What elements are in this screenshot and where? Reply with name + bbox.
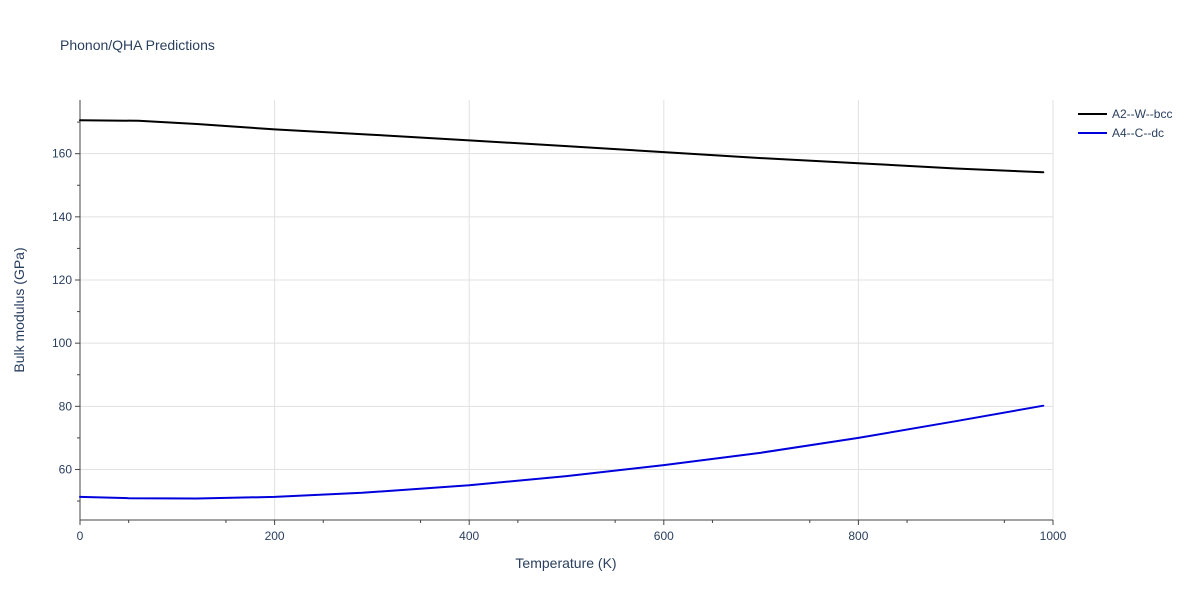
x-tick-label: 800 (848, 529, 868, 543)
y-tick-label: 120 (52, 273, 72, 287)
legend-item-2[interactable]: A4--C--dc (1078, 126, 1164, 140)
x-tick-label: 400 (459, 529, 479, 543)
chart-title: Phonon/QHA Predictions (60, 37, 215, 53)
legend-item-1[interactable]: A2--W--bcc (1078, 107, 1172, 121)
y-tick-label: 60 (59, 462, 73, 476)
series-line-1 (79, 119, 1045, 174)
series-line-2 (79, 404, 1045, 500)
y-tick-label: 160 (52, 147, 72, 161)
y-tick-label: 80 (59, 399, 73, 413)
y-tick-label: 100 (52, 336, 72, 350)
y-tick-label: 140 (52, 210, 72, 224)
legend-label: A2--W--bcc (1112, 107, 1172, 121)
grid-layer (80, 100, 1054, 520)
x-tick-label: 0 (77, 529, 84, 543)
x-axis-label: Temperature (K) (515, 555, 616, 571)
x-tick-label: 600 (654, 529, 674, 543)
legend[interactable]: A2--W--bcc A4--C--dc (1078, 107, 1172, 140)
x-tick-label: 200 (265, 529, 285, 543)
series-layer (79, 119, 1045, 500)
y-axis-label: Bulk modulus (GPa) (11, 247, 27, 372)
legend-label: A4--C--dc (1112, 126, 1164, 140)
axes-layer: 0 200 400 600 800 1000 60 80 100 120 140 160 (52, 100, 1067, 543)
x-tick-label: 1000 (1040, 529, 1067, 543)
